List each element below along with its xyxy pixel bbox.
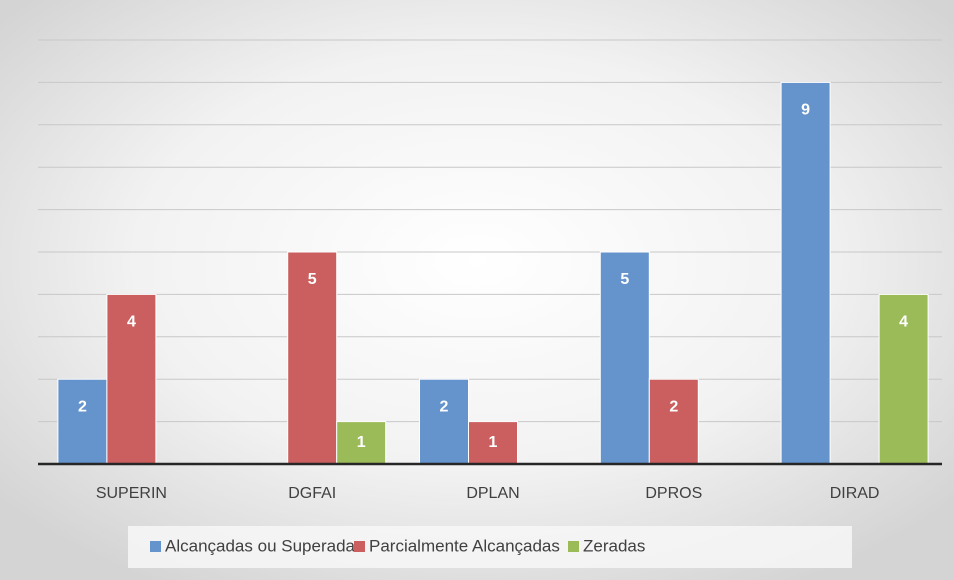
legend-box (128, 526, 852, 568)
data-label: 4 (127, 314, 136, 331)
bar (419, 378, 469, 465)
bar (287, 251, 338, 465)
x-tick-label: DIRAD (830, 485, 880, 502)
bar (648, 378, 699, 465)
legend-swatch (354, 541, 365, 552)
data-label: 2 (78, 398, 87, 415)
bar (780, 81, 831, 465)
data-label: 5 (308, 271, 317, 288)
x-tick-label: DPLAN (466, 485, 519, 502)
bar (599, 251, 650, 465)
legend-swatch (150, 541, 161, 552)
bar (57, 378, 108, 465)
legend-label: Parcialmente Alcançadas (369, 536, 560, 555)
legend-label: Alcançadas ou Superadas (165, 536, 363, 555)
bar (468, 421, 518, 465)
data-label: 1 (489, 434, 498, 451)
data-label: 5 (620, 271, 629, 288)
data-label: 1 (357, 434, 366, 451)
data-label: 9 (801, 102, 810, 119)
x-tick-label: SUPERIN (96, 485, 167, 502)
bar (106, 293, 157, 465)
data-label: 4 (899, 314, 908, 331)
bar (878, 293, 929, 465)
x-tick-label: DPROS (645, 485, 702, 502)
bar (336, 421, 387, 465)
legend-label: Zeradas (583, 536, 645, 555)
data-label: 2 (669, 398, 678, 415)
legend-swatch (568, 541, 579, 552)
x-tick-label: DGFAI (288, 485, 336, 502)
data-label: 2 (440, 398, 449, 415)
